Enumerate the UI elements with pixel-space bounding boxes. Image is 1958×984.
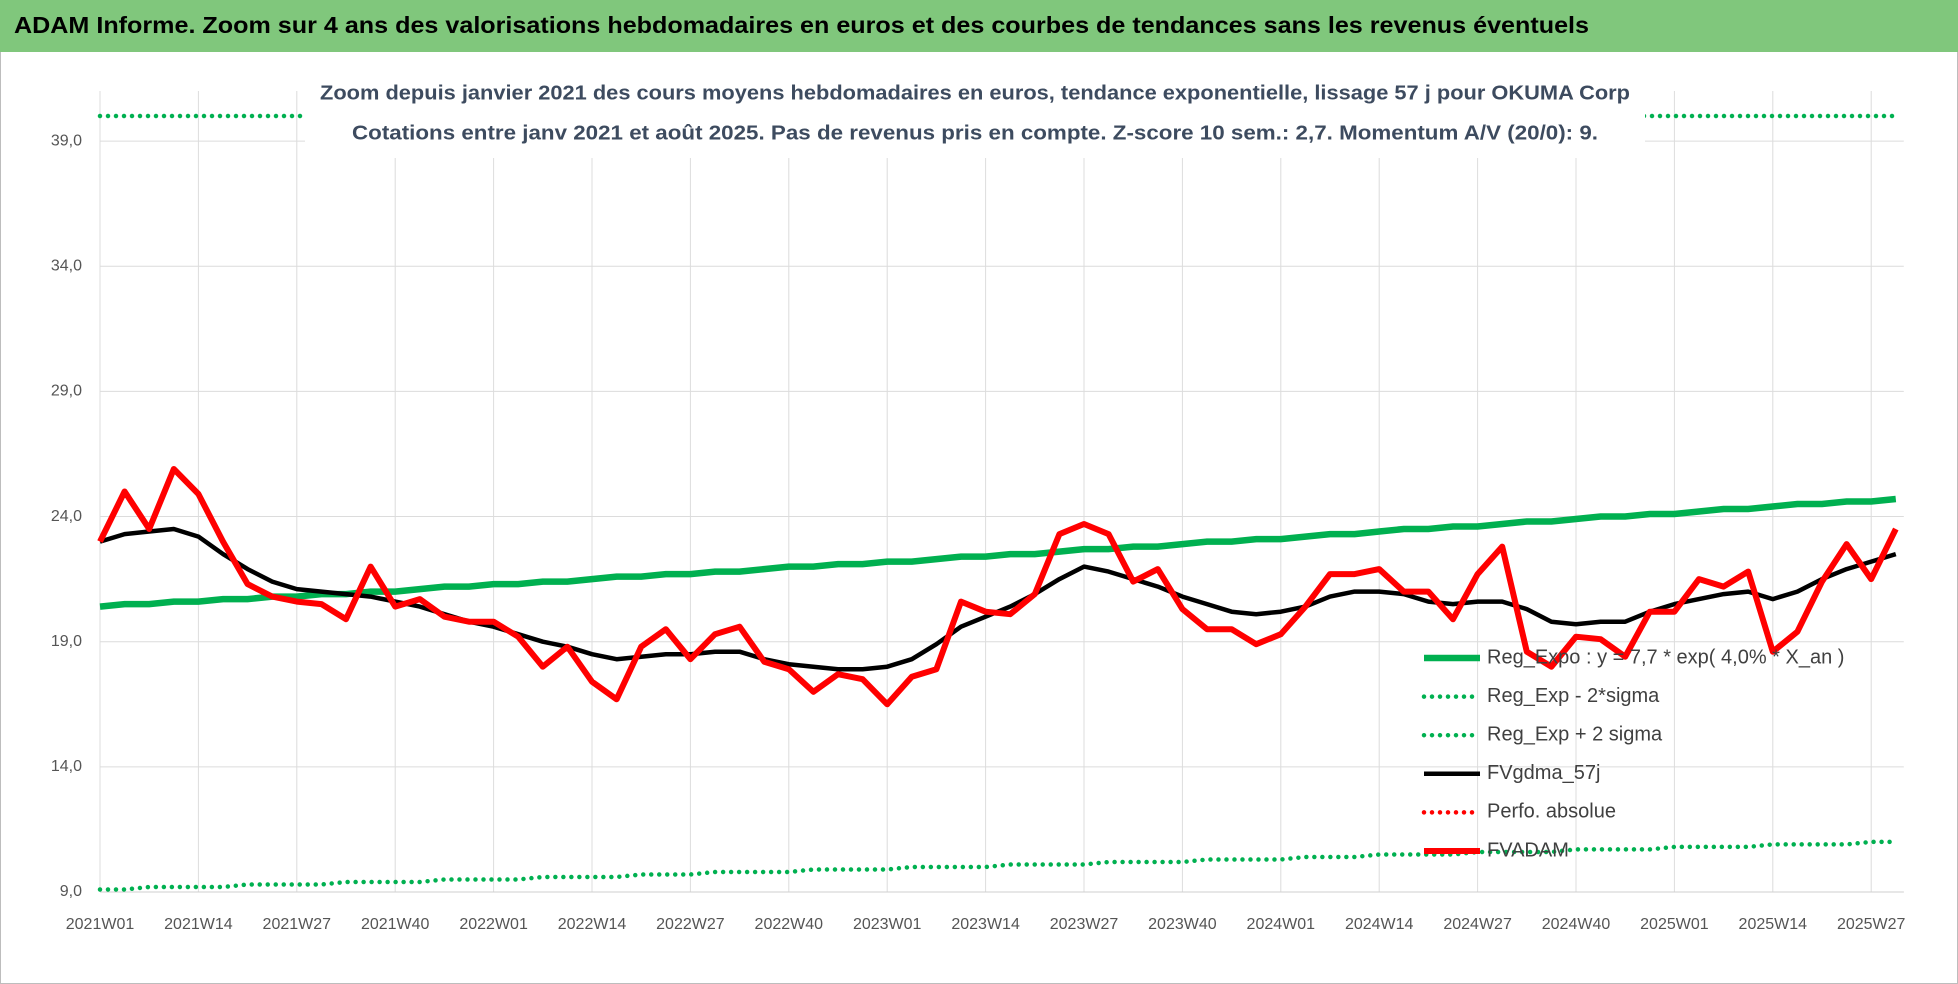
x-tick-label: 2021W14 [164,916,233,933]
header-bar [0,0,1958,52]
y-tick-label: 24,0 [51,508,82,525]
y-tick-label: 29,0 [51,383,82,400]
y-tick-label: 19,0 [51,633,82,650]
chart-title: ADAM Informe. Zoom sur 4 ans des valoris… [14,12,1589,38]
x-tick-label: 2024W14 [1345,916,1414,933]
x-tick-label: 2023W40 [1148,916,1217,933]
subtitle: Zoom depuis janvier 2021 des cours moyen… [320,82,1630,104]
x-tick-label: 2023W14 [951,916,1020,933]
legend-label: Reg_Exp + 2 sigma [1487,723,1663,745]
x-tick-label: 2024W01 [1247,916,1316,933]
y-tick-label: 9,0 [60,883,82,900]
x-tick-label: 2023W01 [853,916,922,933]
legend-label: Reg_Expo : y = 7,7 * exp( 4,0% * X_an ) [1487,646,1844,668]
subtitle-background [305,74,1645,158]
x-tick-label: 2022W14 [558,916,627,933]
subtitle: Cotations entre janv 2021 et août 2025. … [352,122,1598,144]
y-tick-label: 14,0 [51,758,82,775]
legend-label: Reg_Exp - 2*sigma [1487,685,1660,707]
x-tick-label: 2022W40 [755,916,824,933]
legend-label: Perfo. absolue [1487,801,1616,823]
x-tick-label: 2022W01 [459,916,528,933]
x-tick-label: 2024W27 [1443,916,1512,933]
y-tick-label: 34,0 [51,257,82,274]
x-tick-label: 2023W27 [1050,916,1119,933]
x-tick-label: 2024W40 [1542,916,1611,933]
x-tick-label: 2022W27 [656,916,725,933]
x-tick-label: 2025W01 [1640,916,1709,933]
series-line [97,466,1899,708]
legend-label: FVgdma_57j [1487,762,1600,784]
legend: Reg_Expo : y = 7,7 * exp( 4,0% * X_an ) R… [1421,646,1844,861]
x-tick-label: 2021W27 [263,916,332,933]
x-tick-label: 2021W01 [66,916,135,933]
series-line [99,495,1897,610]
x-tick-label: 2025W27 [1837,916,1906,933]
legend-label: FVADAM [1487,839,1569,861]
x-tick-label: 2021W40 [361,916,430,933]
y-tick-label: 39,0 [51,132,82,149]
x-tick-label: 2025W14 [1739,916,1808,933]
